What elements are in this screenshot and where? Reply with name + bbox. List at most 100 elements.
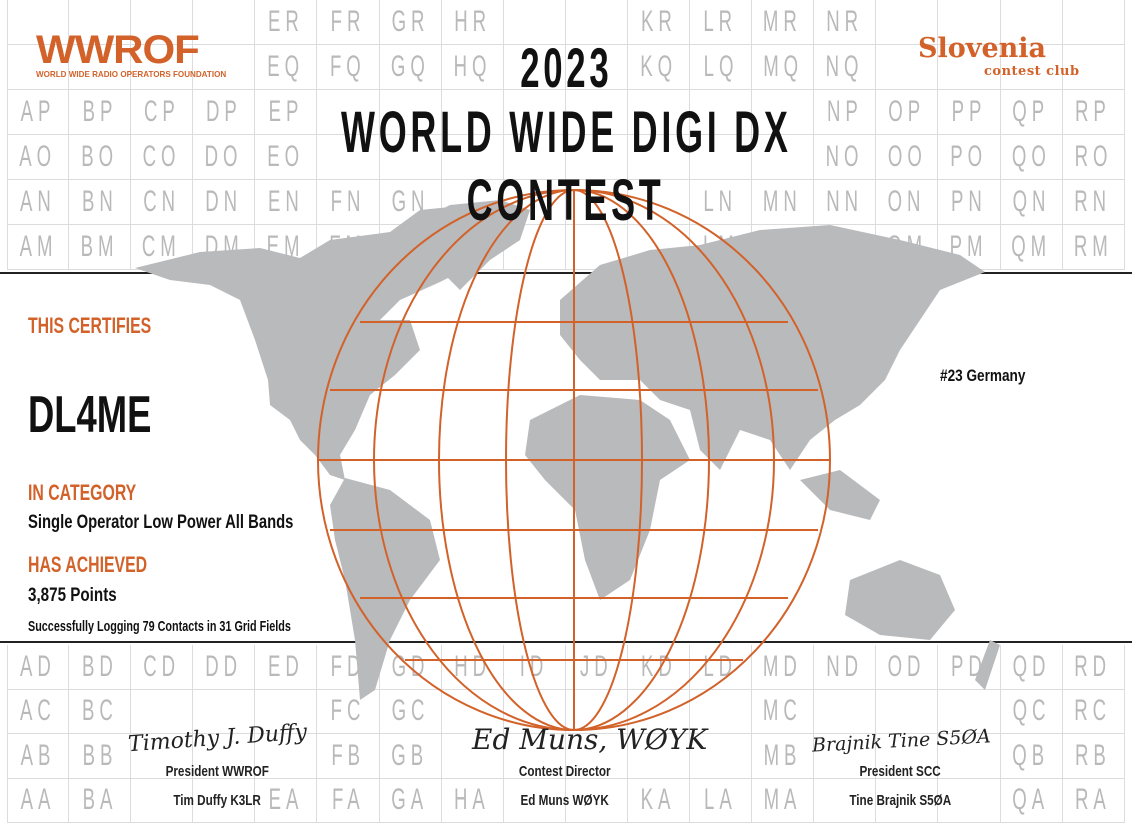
grid-square-label: FD	[330, 649, 366, 683]
grid-square: BP	[69, 90, 132, 135]
grid-square: MR	[752, 0, 815, 45]
grid-square-label: ID	[520, 649, 549, 683]
continents	[135, 200, 1000, 700]
grid-square: NN	[814, 180, 877, 225]
grid-square-label: DP	[205, 95, 242, 128]
grid-square	[193, 734, 256, 779]
summary-text: Successfully Logging 79 Contacts in 31 G…	[28, 618, 291, 635]
grid-square: LR	[690, 0, 753, 45]
grid-square-label: BB	[82, 738, 118, 772]
grid-square-label: HR	[453, 5, 491, 38]
grid-square-label: LR	[703, 5, 738, 38]
grid-square: DD	[193, 645, 256, 690]
grid-square: CO	[131, 135, 194, 180]
grid-square	[938, 778, 1001, 823]
grid-square-label: NQ	[825, 50, 864, 83]
grid-square	[752, 90, 815, 135]
signer-name-duffy: Tim Duffy K3LR	[173, 792, 261, 809]
grid-square	[255, 734, 318, 779]
europe-asia	[560, 225, 985, 470]
grid-square: OD	[876, 645, 939, 690]
grid-square	[938, 45, 1001, 90]
grid-square	[131, 0, 194, 45]
grid-square: KA	[627, 778, 691, 823]
title-year: 2023	[519, 36, 613, 99]
grid-square	[876, 689, 939, 734]
grid-square: PN	[938, 180, 1001, 225]
grid-square: ER	[255, 0, 318, 45]
grid-square-label: KA	[641, 783, 676, 817]
grid-square-label: MA	[763, 783, 802, 817]
grid-square	[876, 0, 939, 45]
grid-square: KR	[627, 0, 691, 45]
grid-square-label: BD	[81, 649, 118, 683]
grid-square: QA	[1000, 778, 1063, 823]
grid-square: FN	[317, 180, 380, 225]
grid-square: HR	[441, 0, 504, 45]
grid-square-label: RM	[1073, 230, 1113, 263]
grid-square	[1000, 0, 1063, 45]
grid-square-label: MN	[763, 185, 803, 218]
grid-square: NP	[814, 90, 877, 135]
grid-square	[814, 734, 877, 779]
grid-square: FB	[317, 734, 380, 779]
grid-square-label: QB	[1012, 738, 1050, 772]
grid-square-label: AM	[19, 230, 57, 263]
grid-square-label: FC	[330, 694, 366, 728]
grid-square: RP	[1062, 90, 1125, 135]
grid-square: HQ	[441, 45, 504, 90]
grid-square-label: LQ	[703, 50, 738, 83]
grid-square: BA	[69, 778, 132, 823]
grid-square-label: DO	[204, 140, 243, 173]
grid-square-label: MQ	[762, 50, 803, 83]
grid-square	[193, 0, 256, 45]
grid-square-label: NP	[826, 95, 863, 128]
title-line1: WORLD WIDE DIGI DX	[340, 100, 792, 165]
grid-square: AO	[7, 135, 70, 180]
grid-square: PP	[938, 90, 1001, 135]
greenland	[410, 200, 530, 290]
grid-square: BB	[69, 734, 132, 779]
north-america	[135, 205, 520, 480]
grid-square	[565, 45, 628, 90]
grid-square	[1000, 45, 1063, 90]
grid-square: RO	[1062, 135, 1125, 180]
grid-square: LN	[690, 180, 753, 225]
grid-square-label: NO	[825, 140, 864, 173]
grid-square	[69, 45, 132, 90]
grid-square: AM	[7, 225, 70, 270]
grid-square-label: QO	[1011, 140, 1051, 173]
grid-square: LQ	[690, 45, 753, 90]
grid-square: AN	[7, 180, 70, 225]
grid-square: ID	[503, 645, 566, 690]
grid-square	[565, 90, 628, 135]
grid-square: RC	[1062, 689, 1125, 734]
grid-square-label: RP	[1075, 95, 1112, 128]
grid-square	[876, 734, 939, 779]
certifies-label: THIS CERTIFIES	[28, 313, 152, 338]
grid-square-label: AO	[19, 140, 57, 173]
south-america	[330, 478, 440, 700]
grid-square: CN	[131, 180, 194, 225]
grid-square	[627, 90, 691, 135]
signer-title-brajnik: President SCC	[859, 763, 941, 780]
grid-square-label: MC	[763, 694, 803, 728]
grid-square: AB	[7, 734, 70, 779]
grid-square-label: KQ	[640, 50, 677, 83]
grid-square: CP	[131, 90, 194, 135]
grid-square	[814, 778, 877, 823]
category-value: Single Operator Low Power All Bands	[28, 512, 294, 533]
grid-square	[255, 689, 318, 734]
grid-square: BN	[69, 180, 132, 225]
grid-square: DN	[193, 180, 256, 225]
grid-square-label: PN	[951, 185, 987, 218]
grid-square	[441, 135, 504, 180]
grid-square	[503, 778, 566, 823]
grid-square-label: KR	[640, 5, 677, 38]
grid-square	[565, 689, 628, 734]
grid-square	[503, 689, 566, 734]
grid-square-label: MR	[763, 5, 803, 38]
grid-square	[441, 734, 504, 779]
grid-square	[1062, 45, 1125, 90]
grid-square: EA	[255, 778, 318, 823]
